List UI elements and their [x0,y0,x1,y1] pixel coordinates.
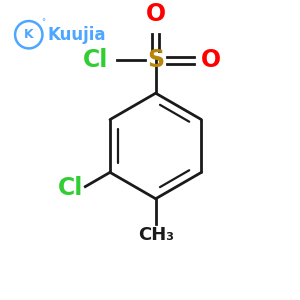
Text: °: ° [41,18,46,27]
Text: S: S [147,48,164,72]
Text: Cl: Cl [83,48,109,72]
Text: CH₃: CH₃ [138,226,174,244]
Text: Cl: Cl [58,176,83,200]
Text: O: O [146,2,166,26]
Text: O: O [201,48,221,72]
Text: Kuujia: Kuujia [47,26,106,44]
Text: K: K [24,28,34,41]
